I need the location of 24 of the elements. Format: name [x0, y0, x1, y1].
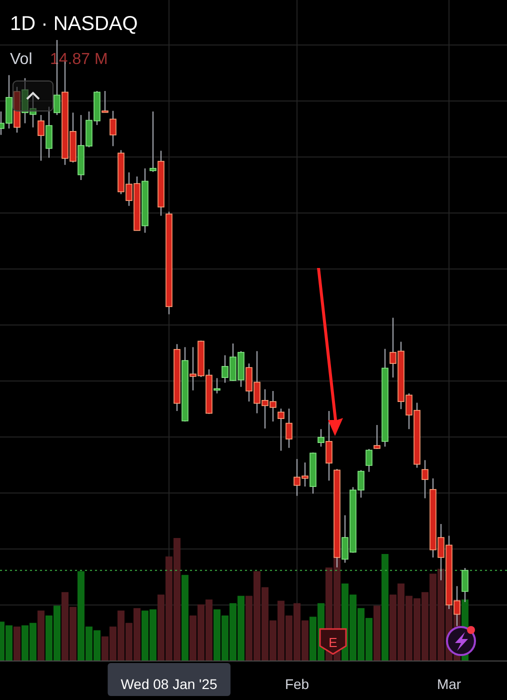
candlestick [422, 460, 428, 499]
x-tick-label: Feb [284, 676, 310, 692]
x-tick-label: Wed 08 Jan '25 [120, 676, 218, 692]
chart-title: 1D · NASDAQ [10, 13, 138, 35]
candlestick [110, 110, 116, 147]
bar [382, 554, 388, 661]
candlestick [326, 410, 332, 482]
candlestick [286, 408, 292, 448]
candlestick [318, 428, 324, 448]
annotation: E [328, 635, 338, 650]
candlestick [150, 110, 156, 172]
x-tick-label: Mar [436, 676, 462, 692]
candlestick [46, 106, 52, 158]
candlestick [374, 424, 380, 450]
candlestick [214, 378, 220, 394]
bar [374, 606, 380, 661]
candlestick [278, 408, 284, 452]
chart-title: Vol [10, 51, 32, 68]
candlestick [102, 90, 108, 113]
bar [38, 610, 44, 661]
bar [182, 574, 188, 661]
candlestick [366, 448, 372, 472]
bar [14, 626, 20, 661]
candlestick [38, 114, 44, 162]
